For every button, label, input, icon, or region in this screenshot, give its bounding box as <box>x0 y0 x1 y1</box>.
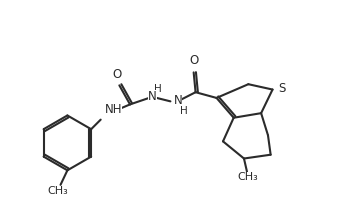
Text: O: O <box>113 68 122 81</box>
Text: H: H <box>155 84 162 94</box>
Text: N: N <box>174 94 182 107</box>
Text: CH₃: CH₃ <box>238 172 258 182</box>
Text: S: S <box>278 82 285 95</box>
Text: CH₃: CH₃ <box>48 186 68 196</box>
Text: NH: NH <box>105 103 122 116</box>
Text: N: N <box>148 90 157 103</box>
Text: O: O <box>189 54 198 67</box>
Text: H: H <box>180 106 188 116</box>
